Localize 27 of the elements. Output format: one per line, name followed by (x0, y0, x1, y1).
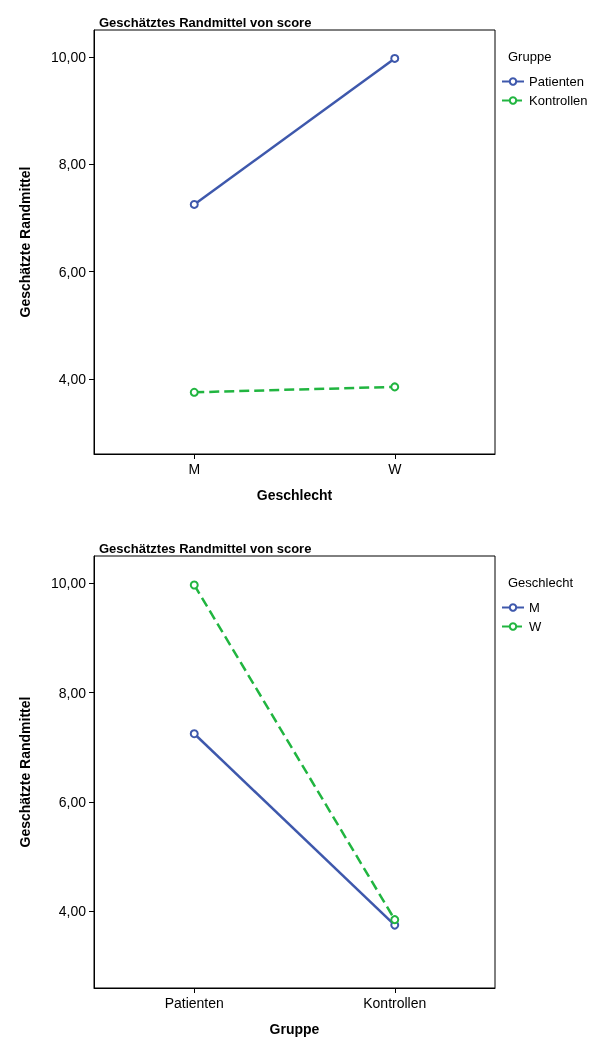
y-tick-label: 10,00 (50, 575, 87, 592)
legend-title: Gruppe (508, 49, 552, 64)
y-axis-title: Geschätzte Randmittel (17, 696, 33, 848)
point (189, 199, 199, 209)
point (390, 53, 400, 63)
y-tick-label: 4,00 (58, 903, 87, 920)
chart-title: Geschätztes Randmittel von score (99, 15, 312, 30)
legend-label: W (529, 619, 542, 634)
x-axis-title: Geschlecht (256, 487, 333, 503)
x-axis-title: Gruppe (269, 1021, 320, 1037)
chart-title: Geschätztes Randmittel von score (99, 541, 312, 556)
legend-label: Patienten (529, 74, 584, 89)
y-tick-label: 4,00 (58, 370, 87, 387)
y-tick-label: 6,00 (58, 263, 87, 280)
point (189, 387, 199, 397)
point (189, 729, 199, 739)
y-axis-title: Geschätzte Randmittel (17, 166, 33, 318)
point (390, 382, 400, 392)
legend-label: M (529, 600, 540, 615)
y-tick-label: 6,00 (58, 794, 87, 811)
y-tick-label: 8,00 (58, 156, 87, 173)
point (390, 915, 400, 925)
legend-title: Geschlecht (508, 575, 574, 590)
y-tick-label: 10,00 (50, 48, 87, 65)
point (189, 580, 199, 590)
legend-label: Kontrollen (529, 93, 588, 108)
y-tick-label: 8,00 (58, 684, 87, 701)
